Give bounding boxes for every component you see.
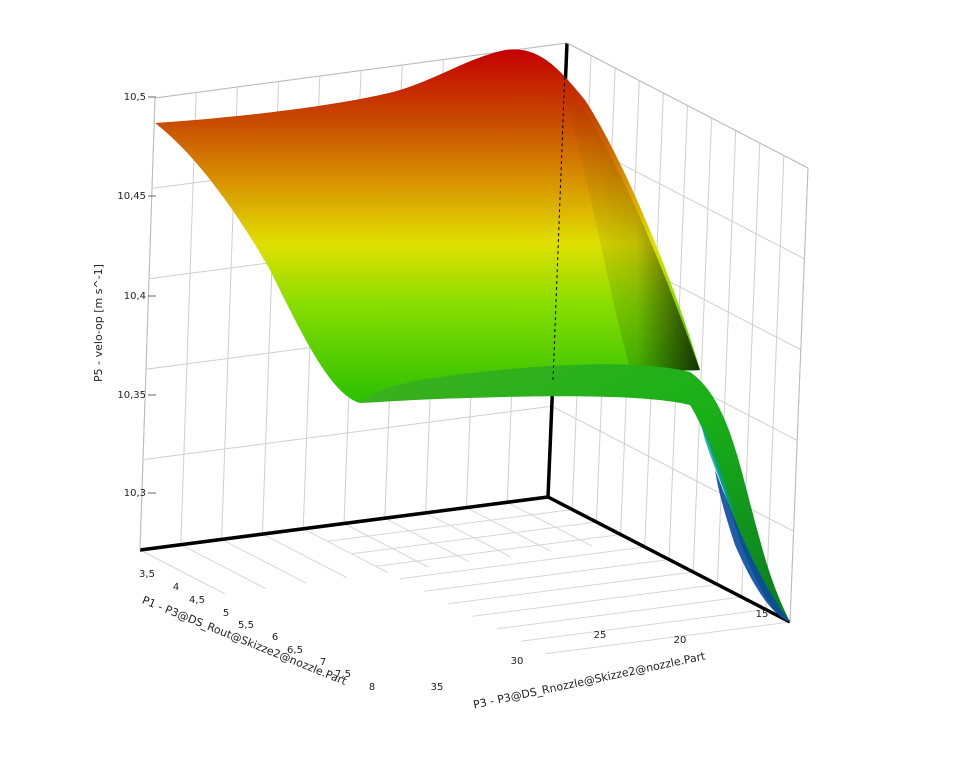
surface-mid-tail (700, 420, 735, 520)
y-tick-label: 35 (431, 682, 444, 693)
top-right-edge (566, 42, 809, 169)
tick-labels: 10,5 10,45 10,4 10,35 10,3 3,5 4 4,5 5 5,5 6 6,5 7 7,… (117, 92, 768, 693)
floor-gridline (506, 501, 593, 547)
floor-gridline (424, 559, 670, 592)
x-tick-label: 7,5 (335, 669, 351, 680)
x-tick-label: 5 (223, 608, 229, 619)
x-axis-line (139, 495, 549, 552)
z-tick-label: 10,4 (124, 291, 146, 302)
wall-gridline (765, 155, 785, 610)
floor-gridline (399, 546, 645, 580)
surface-edge-tube (360, 364, 790, 622)
x-tick-label: 5,5 (238, 620, 254, 631)
left-wall-edge (139, 97, 156, 551)
z-gridline (551, 405, 794, 532)
floor-gridline (302, 528, 389, 573)
floor-gridline (343, 523, 429, 568)
x-tick-label: 3,5 (139, 569, 155, 580)
right-wall-edge (789, 167, 809, 623)
x-axis-label: P1 - P3@DS_Rout@Skizze2@nozzle.Part (140, 594, 349, 688)
z-tick-label: 10,5 (124, 92, 146, 103)
floor-gridline (520, 609, 766, 642)
x-tick-label: 6,5 (287, 645, 303, 656)
floor-gridline (496, 596, 742, 630)
wall-gridline (716, 130, 737, 585)
surface-sheet (155, 49, 700, 404)
floor-gridline (180, 544, 266, 589)
z-tick-label: 10,35 (117, 390, 146, 401)
z-gridline (142, 405, 552, 461)
floor-gridline (448, 571, 694, 605)
floor-gridline (139, 549, 225, 595)
z-axis-label: P5 - velo-op [m s^-1] (92, 264, 105, 382)
floor-gridline (221, 538, 307, 584)
z-axis-hidden-part (552, 42, 567, 381)
y-axis-label: P3 - P3@DS_Rnozzle@Skizze2@nozzle.Part (472, 649, 707, 711)
y-tick-label: 25 (594, 630, 607, 641)
floor-gridline (262, 533, 348, 579)
y-axis-line (547, 495, 791, 624)
floor-gridline (545, 621, 791, 655)
floor-gridline (384, 517, 470, 563)
wall-gridline (692, 117, 713, 573)
x-tick-label: 6 (272, 632, 278, 643)
y-tick-label: 20 (674, 635, 687, 646)
x-tick-label: 4 (173, 582, 179, 593)
z-tick-label: 10,3 (124, 488, 146, 499)
x-tick-label: 8 (369, 682, 375, 693)
y-tick-label: 30 (511, 656, 524, 667)
floor-gridline (472, 584, 718, 617)
axes (139, 42, 809, 624)
surface (155, 42, 790, 622)
y-tick-label: 15 (756, 609, 769, 620)
x-tick-label: 7 (320, 657, 326, 668)
surface-shadow (560, 80, 700, 371)
x-tick-label: 4,5 (189, 595, 205, 606)
z-tick-label: 10,45 (117, 191, 146, 202)
wall-gridline (180, 92, 197, 545)
floor-gridline (425, 512, 511, 558)
floor-gridline (466, 507, 552, 552)
